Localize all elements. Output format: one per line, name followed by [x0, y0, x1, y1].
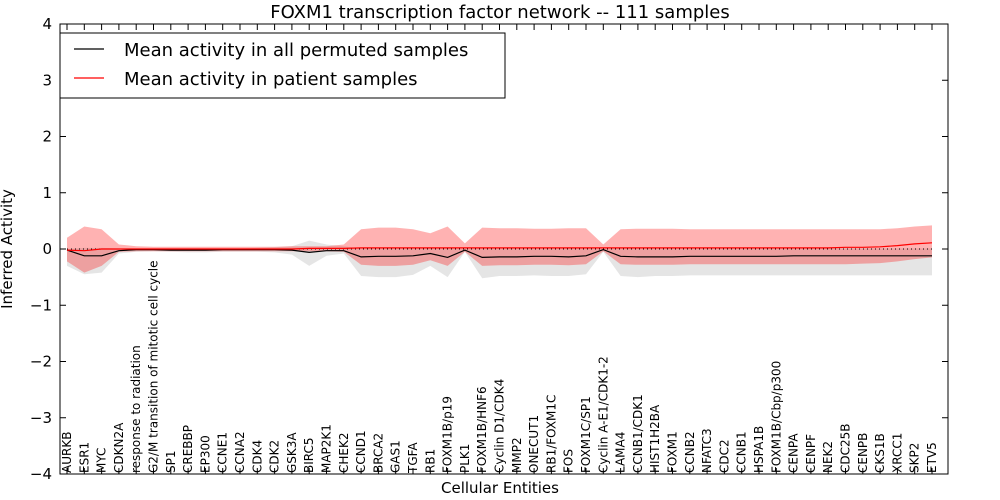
x-tick-label: CDK2	[268, 440, 282, 473]
x-tick-label: CENPA	[787, 433, 801, 473]
y-tick-label: −2	[30, 353, 52, 371]
patient-mean-line	[66, 242, 933, 252]
x-tick-label: HIST1H2BA	[648, 404, 662, 473]
x-tick-label: Cyclin D1/CDK4	[493, 379, 507, 473]
y-tick-label: 4	[42, 15, 52, 33]
y-axis-title: Inferred Activity	[0, 189, 16, 309]
x-tick-label: GSK3A	[285, 432, 299, 473]
x-tick-label: NFATC3	[700, 428, 714, 473]
y-tick-label: −1	[30, 296, 52, 314]
x-tick-label: CDC25B	[839, 424, 853, 474]
series-lines	[66, 242, 933, 259]
x-tick-label: XRCC1	[890, 433, 904, 473]
x-tick-label: FOXM1B/HNF6	[475, 386, 489, 473]
x-tick-label: FOXM1	[666, 431, 680, 473]
legend-box	[59, 32, 506, 99]
x-tick-label: CDC2	[717, 439, 731, 473]
x-tick-label: CENPF	[804, 434, 818, 473]
x-tick-label: FOXM1B/p19	[441, 396, 455, 473]
x-tick-label: CCNB1	[735, 431, 749, 473]
x-tick-label: CREBBP	[181, 425, 195, 473]
x-tick-label: CCNB2	[683, 431, 697, 473]
legend: Mean activity in all permuted samples Me…	[59, 32, 506, 99]
x-tick-label: ETV5	[925, 442, 939, 473]
x-tick-label: FOXM1B/Cbp/p300	[769, 361, 783, 473]
x-tick-label: MMP2	[510, 437, 524, 473]
x-tick-label: Cyclin A-E1/CDK1-2	[596, 356, 610, 473]
x-tick-label: PLK1	[458, 444, 472, 473]
x-tick-label: HSPA1B	[752, 426, 766, 473]
x-tick-label: CDK4	[250, 440, 264, 473]
x-tick-label: BIRC5	[302, 437, 316, 473]
x-tick-label: CCNB1/CDK1	[631, 394, 645, 473]
y-tick-label: −4	[30, 465, 52, 483]
x-tick-label: TGFA	[406, 442, 420, 474]
x-tick-label: FOXM1C/SP1	[579, 396, 593, 473]
x-tick-label: CCNE1	[216, 432, 230, 473]
x-axis-title: Cellular Entities	[441, 479, 559, 497]
x-tick-label: CHEK2	[337, 433, 351, 474]
x-tick-label: NEK2	[821, 441, 835, 473]
y-axis: −4 −3 −2 −1 0 1 2 3 4	[30, 15, 948, 483]
x-tick-label: CCNA2	[233, 431, 247, 473]
chart-title: FOXM1 transcription factor network -- 11…	[270, 2, 730, 23]
x-tick-label: BRCA2	[371, 433, 385, 473]
y-tick-label: 2	[42, 128, 52, 146]
legend-label-patient: Mean activity in patient samples	[124, 69, 418, 90]
x-tick-label: response to radiation	[129, 345, 143, 473]
x-tick-label: SKP2	[908, 443, 922, 473]
x-tick-label: AURKB	[60, 432, 74, 473]
x-tick-label: CCND1	[354, 430, 368, 473]
x-tick-label: RB1	[423, 449, 437, 473]
x-tick-label: MYC	[95, 448, 109, 473]
permuted-mean-line	[66, 248, 932, 259]
x-tick-label: MAP2K1	[320, 424, 334, 473]
x-tick-label: LAMA4	[614, 432, 628, 473]
x-tick-label: FOS	[562, 449, 576, 473]
x-tick-label: ONECUT1	[527, 415, 541, 473]
y-tick-label: 0	[42, 240, 52, 258]
x-tick-label: CDKN2A	[112, 422, 126, 473]
y-tick-label: 1	[42, 184, 52, 202]
x-tick-label: EP300	[198, 435, 212, 473]
y-tick-label: 3	[42, 71, 52, 89]
x-tick-label: RB1/FOXM1C	[544, 395, 558, 473]
x-tick-label: CKS1B	[873, 433, 887, 473]
x-tick-label: CENPB	[856, 433, 870, 473]
x-tick-label: GAS1	[389, 440, 403, 473]
y-tick-label: −3	[30, 409, 52, 427]
legend-label-permuted: Mean activity in all permuted samples	[124, 40, 468, 61]
x-tick-label: G2/M transition of mitotic cell cycle	[147, 260, 161, 473]
x-axis: AURKB ESR1 MYC CDKN2A response to radiation G…	[60, 24, 939, 474]
x-tick-label: SP1	[164, 451, 178, 474]
x-tick-label: ESR1	[77, 442, 91, 473]
